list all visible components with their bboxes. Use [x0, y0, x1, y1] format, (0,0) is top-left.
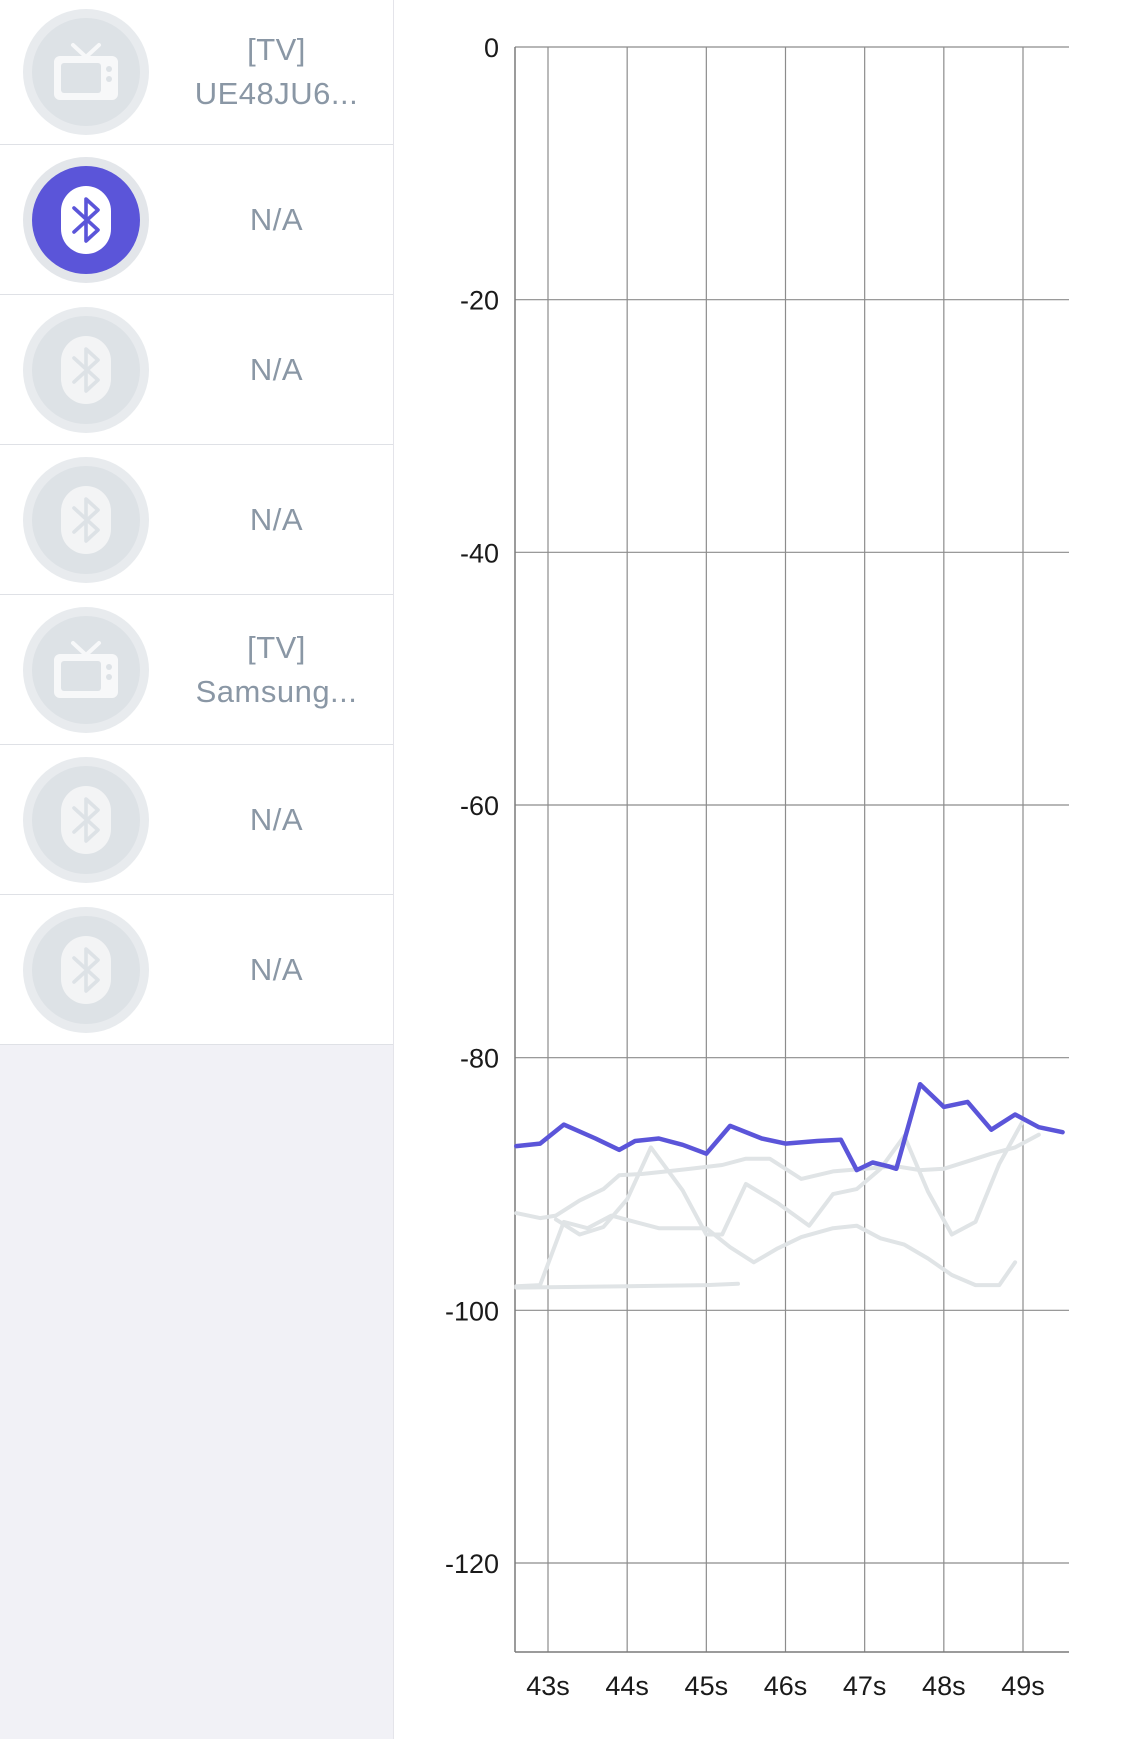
bluetooth-icon — [32, 465, 140, 574]
device-avatar — [23, 756, 149, 883]
signal-chart: 0 -20 -40 -60 -80 -100 -120 43s 44s 45s 46s 47s 48s 4… — [394, 0, 1124, 1739]
device-row[interactable]: [TV] Samsung... — [0, 595, 393, 745]
signal-chart-svg: 0 -20 -40 -60 -80 -100 -120 43s 44s 45s 46s 47s 48s 4… — [445, 33, 1069, 1701]
y-tick-label: -120 — [445, 1549, 499, 1579]
y-tick-label: -80 — [460, 1044, 499, 1074]
device-row[interactable]: N/A — [0, 445, 393, 595]
device-sidebar: [TV] UE48JU6... N/A N/A N/A [TV] Samsung... N/A… — [0, 0, 394, 1739]
bluetooth-icon — [32, 915, 140, 1024]
x-tick-label: 44s — [605, 1671, 649, 1701]
x-tick-label: 48s — [922, 1671, 966, 1701]
device-row[interactable]: N/A — [0, 895, 393, 1045]
device-row[interactable]: N/A — [0, 745, 393, 895]
y-tick-label: -40 — [460, 538, 499, 568]
device-avatar — [23, 456, 149, 583]
bluetooth-icon — [32, 165, 140, 274]
device-rssi-line — [514, 1132, 1041, 1221]
x-tick-label: 47s — [843, 1671, 887, 1701]
device-label-line1: N/A — [249, 501, 304, 537]
device-row[interactable]: N/A — [0, 295, 393, 445]
device-avatar — [23, 906, 149, 1033]
device-label-line2: UE48JU6... — [194, 76, 359, 111]
device-label-line1: N/A — [249, 801, 304, 837]
device-list: [TV] UE48JU6... N/A N/A N/A [TV] Samsung... N/A… — [0, 0, 393, 1045]
device-label: [TV] Samsung... — [160, 626, 393, 714]
device-label: N/A — [160, 798, 393, 842]
y-tick-label: -20 — [460, 286, 499, 316]
device-avatar — [23, 606, 149, 733]
device-avatar — [23, 306, 149, 433]
device-label: N/A — [160, 348, 393, 392]
device-label-line1: N/A — [249, 351, 304, 387]
device-label: N/A — [160, 198, 393, 242]
device-label: [TV] UE48JU6... — [160, 28, 393, 116]
device-label-line1: [TV] — [247, 629, 306, 665]
device-label-line1: [TV] — [247, 32, 306, 67]
device-rssi-line — [514, 1281, 740, 1290]
device-label: N/A — [160, 948, 393, 992]
device-avatar — [23, 9, 149, 135]
x-tick-label: 49s — [1001, 1671, 1045, 1701]
device-label-line1: N/A — [249, 201, 304, 237]
device-row[interactable]: [TV] UE48JU6... — [0, 0, 393, 145]
x-tick-label: 45s — [685, 1671, 729, 1701]
device-label-line2: Samsung... — [195, 673, 358, 709]
x-tick-label: 43s — [526, 1671, 570, 1701]
device-avatar — [23, 156, 149, 283]
x-tick-label: 46s — [764, 1671, 808, 1701]
device-label-line1: N/A — [249, 951, 304, 987]
device-row[interactable]: N/A — [0, 145, 393, 295]
selected-device-rssi-line — [514, 1081, 1065, 1173]
y-tick-label: -100 — [445, 1296, 499, 1326]
bluetooth-icon — [32, 315, 140, 424]
device-rssi-line — [553, 1118, 1025, 1237]
tv-icon — [32, 18, 140, 126]
device-label: N/A — [160, 498, 393, 542]
device-rssi-line — [514, 1213, 1018, 1289]
bluetooth-icon — [32, 765, 140, 874]
y-tick-label: -60 — [460, 791, 499, 821]
y-tick-label: 0 — [484, 33, 499, 63]
tv-icon — [32, 615, 140, 724]
